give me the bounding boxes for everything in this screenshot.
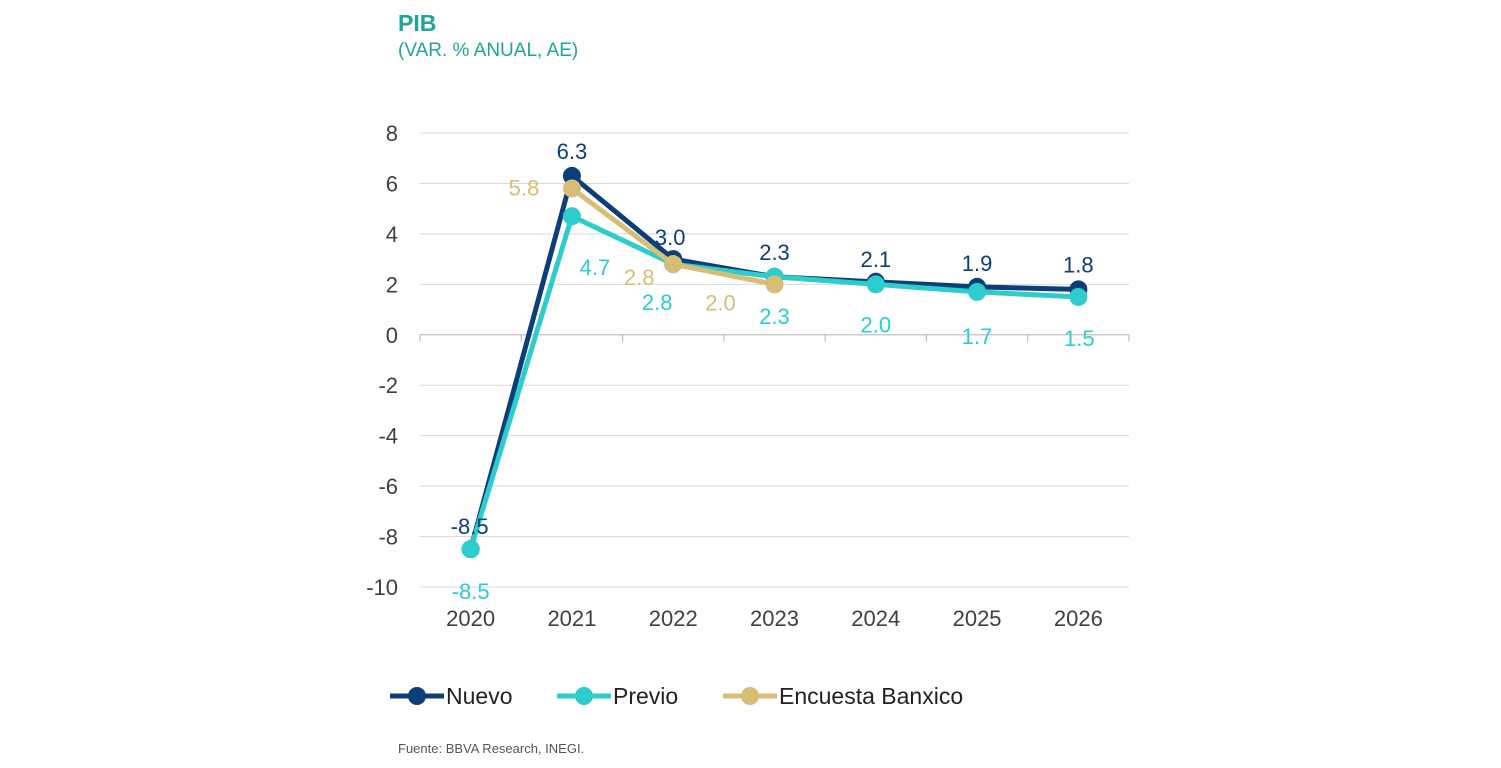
x-tick-label: 2024 <box>851 606 900 631</box>
data-label-banxico: 2.0 <box>705 290 736 315</box>
y-tick-label: 6 <box>386 171 398 196</box>
data-label-nuevo: 1.8 <box>1063 252 1094 277</box>
x-tick-label: 2020 <box>446 606 495 631</box>
legend-label: Previo <box>613 683 678 709</box>
data-point-banxico <box>562 179 581 198</box>
y-tick-label: 8 <box>386 121 398 146</box>
x-tick-label: 2021 <box>547 606 596 631</box>
chart-title: PIB <box>398 10 437 36</box>
legend-swatch-marker <box>575 687 593 705</box>
axes: 8 6 4 2 0 -2 -4 -6 -8 -10 2020 2021 2022 2023 2024 2025… <box>366 121 1130 631</box>
data-label-nuevo: 1.9 <box>962 251 993 276</box>
y-tick-label: 2 <box>386 272 398 297</box>
y-tick-label: -10 <box>366 575 398 600</box>
data-label-previo: 1.5 <box>1064 326 1095 351</box>
data-label-banxico: 2.8 <box>624 265 655 290</box>
y-tick-label: 0 <box>386 323 398 348</box>
data-label-nuevo: 6.3 <box>557 139 588 164</box>
data-label-previo: 1.7 <box>962 324 993 349</box>
legend-item-banxico: Encuesta Banxico <box>723 683 963 709</box>
data-label-nuevo: 2.1 <box>860 247 891 272</box>
data-point-banxico <box>664 255 683 274</box>
legend-item-nuevo: Nuevo <box>390 683 512 709</box>
legend-swatch-marker <box>741 687 759 705</box>
data-label-nuevo: 3.0 <box>655 225 686 250</box>
y-tick-label: -2 <box>378 373 398 398</box>
legend-item-previo: Previo <box>557 683 678 709</box>
y-tick-label: -8 <box>378 525 398 550</box>
y-tick-label: 4 <box>386 222 398 247</box>
data-label-previo: 2.3 <box>759 304 790 329</box>
source-note: Fuente: BBVA Research, INEGI. <box>398 741 585 756</box>
data-label-nuevo: -8.5 <box>451 514 489 539</box>
series-lines <box>461 166 1088 559</box>
data-label-previo: 2.0 <box>860 312 891 337</box>
data-label-banxico: 5.8 <box>509 175 540 200</box>
legend-label: Nuevo <box>446 683 512 709</box>
chart-subtitle: (VAR. % ANUAL, AE) <box>398 40 579 61</box>
data-point-previo <box>968 282 987 301</box>
data-label-previo: 4.7 <box>580 255 611 280</box>
x-tick-label: 2026 <box>1054 606 1103 631</box>
data-point-previo <box>562 207 581 226</box>
x-tick-label: 2025 <box>953 606 1002 631</box>
data-point-nuevo <box>562 166 581 185</box>
x-tick-label: 2022 <box>649 606 698 631</box>
y-tick-label: -4 <box>378 424 398 449</box>
data-point-previo <box>866 275 885 294</box>
legend-label: Encuesta Banxico <box>779 683 963 709</box>
data-point-previo <box>461 540 480 559</box>
data-label-previo: 2.8 <box>642 290 673 315</box>
legend: Nuevo Previo Encuesta Banxico <box>390 683 963 709</box>
y-tick-label: -6 <box>378 474 398 499</box>
data-point-previo <box>1069 287 1088 306</box>
data-label-previo: -8.5 <box>452 579 490 604</box>
data-labels: -8.5 6.3 3.0 2.3 2.1 1.9 1.8 -8.5 4.7 2.8 2.3 2.0 1.… <box>451 139 1095 604</box>
data-label-nuevo: 2.3 <box>759 240 790 265</box>
gridlines <box>420 132 1129 588</box>
data-point-banxico <box>765 275 784 294</box>
series-line-nuevo <box>468 173 1079 550</box>
legend-swatch-marker <box>408 687 426 705</box>
x-tick-label: 2023 <box>750 606 799 631</box>
